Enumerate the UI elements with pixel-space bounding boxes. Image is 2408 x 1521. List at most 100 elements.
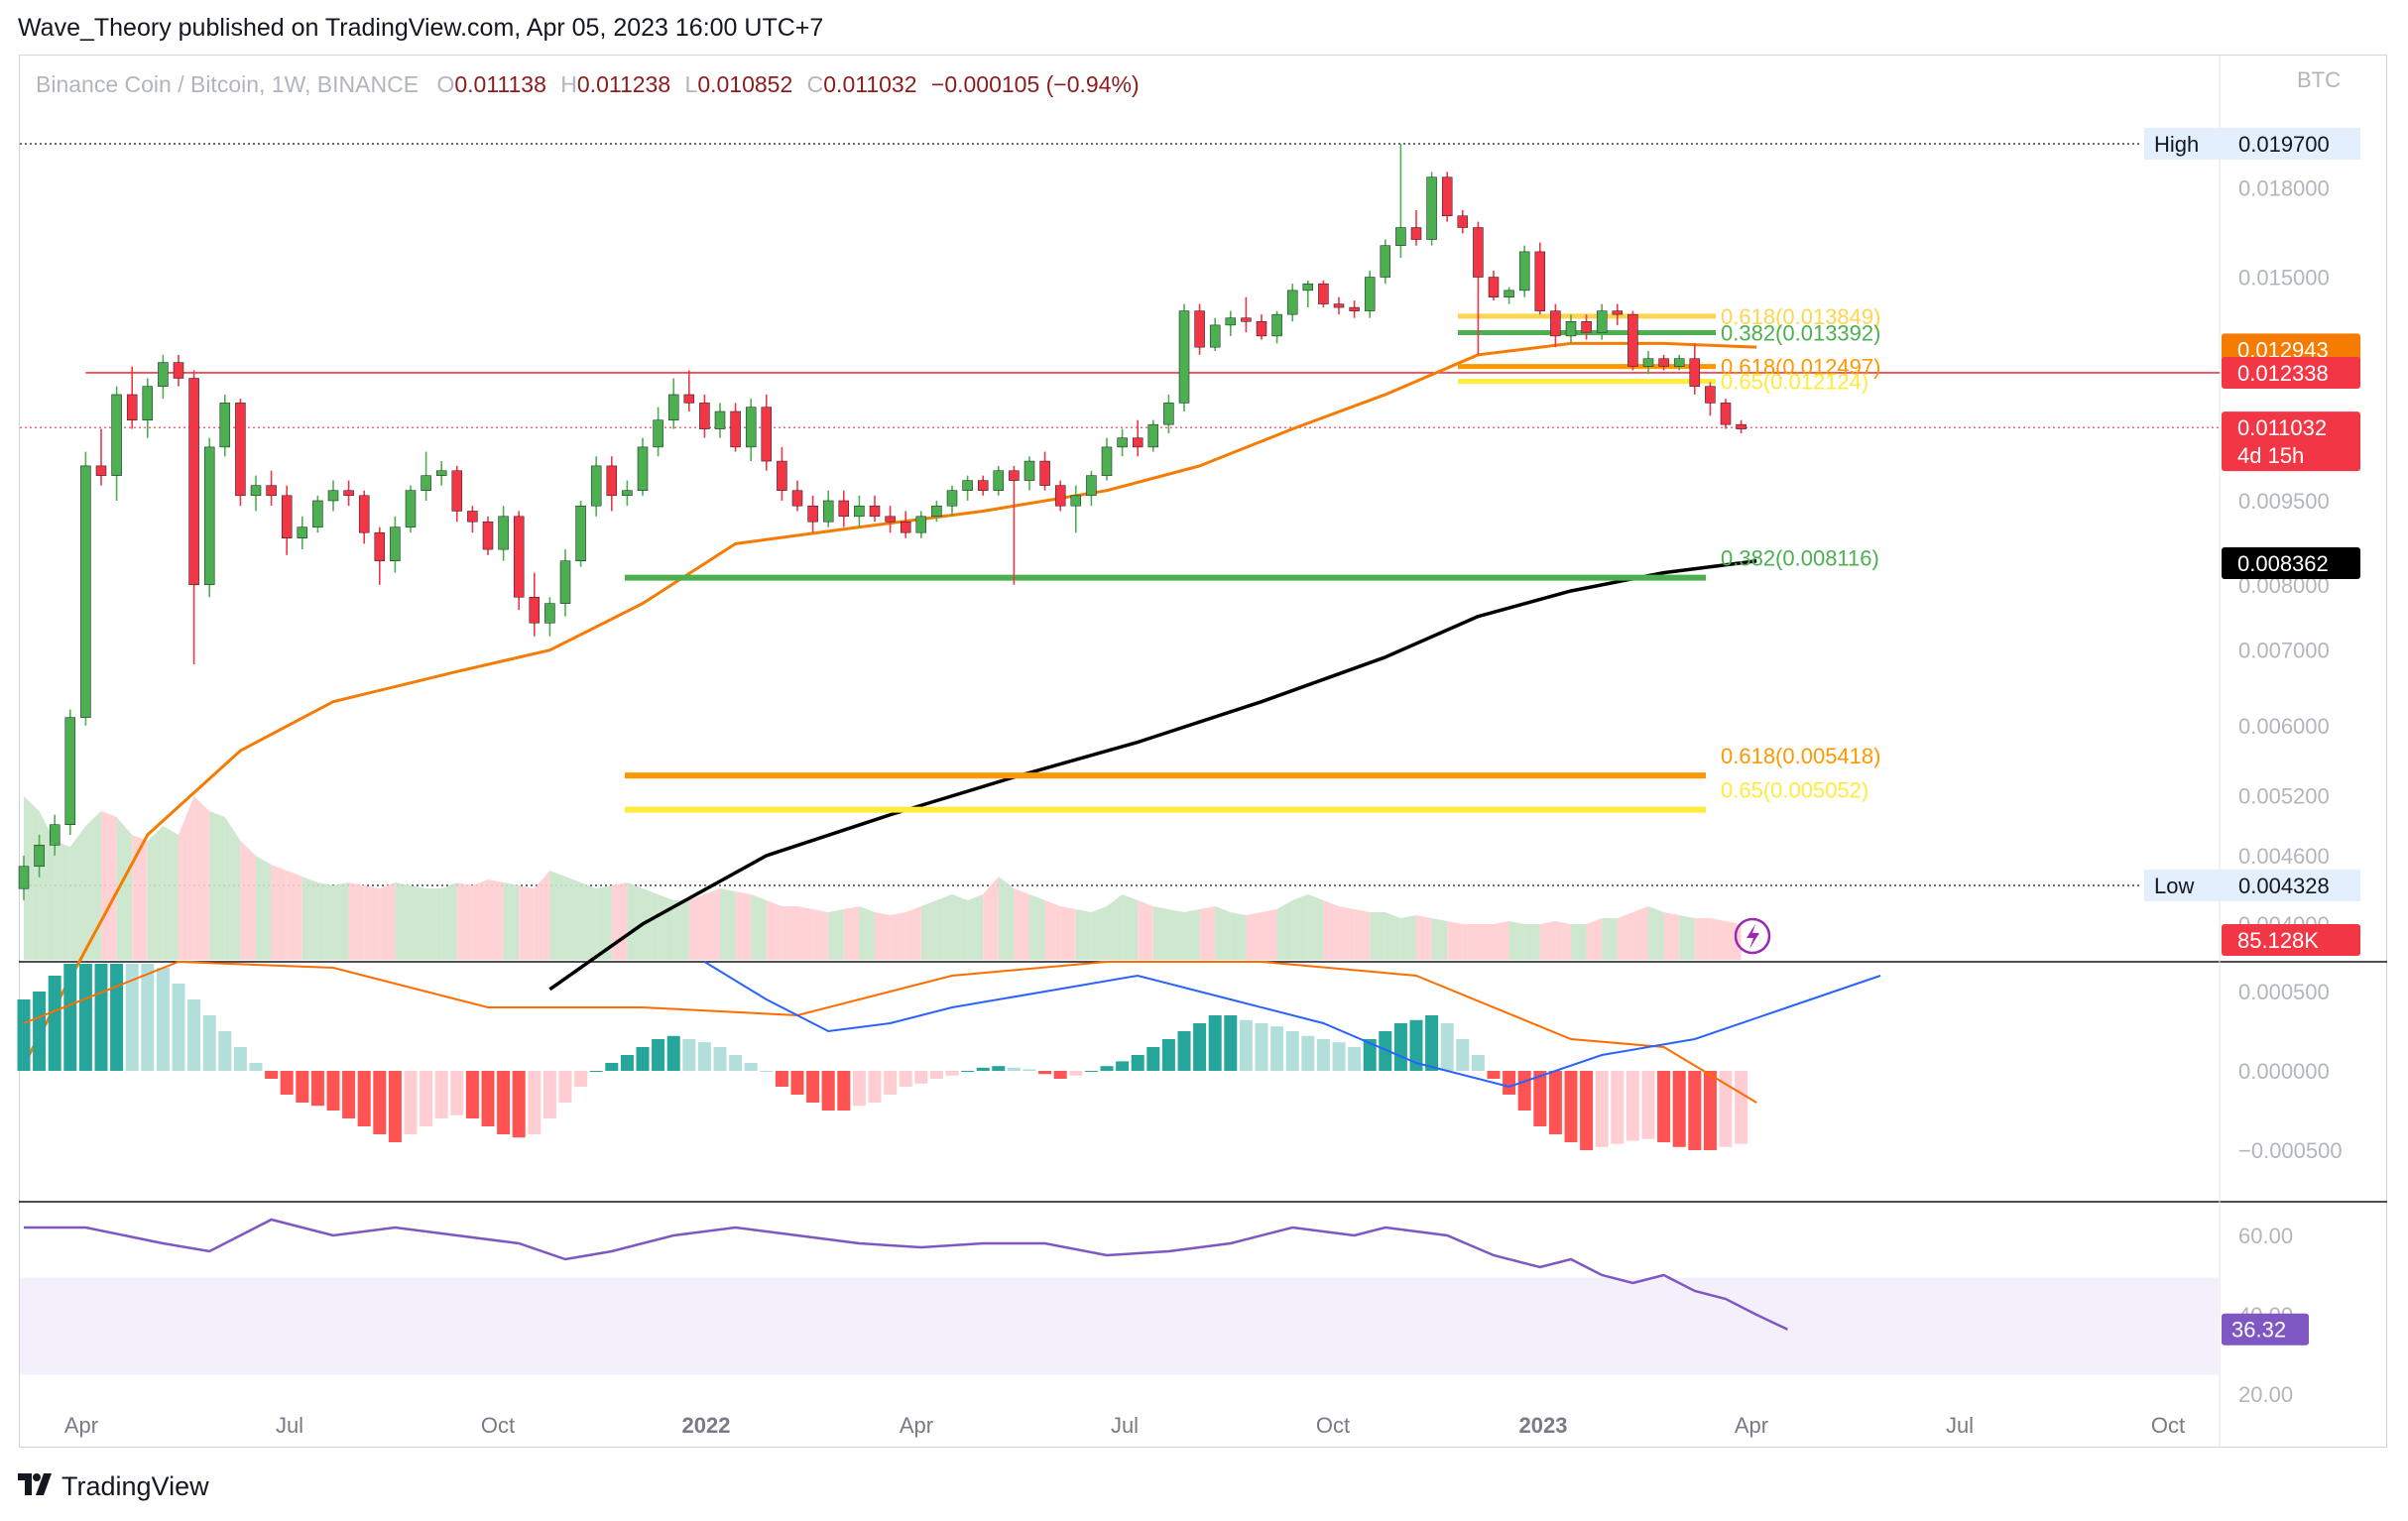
macd-histogram-bar <box>1393 1023 1407 1071</box>
macd-histogram-bar <box>265 1071 279 1079</box>
candle-body <box>1736 423 1746 429</box>
volume-area <box>1586 918 1603 960</box>
volume-area <box>1029 894 1045 960</box>
volume-area <box>1431 918 1448 960</box>
volume-area <box>1385 912 1401 960</box>
volume-area <box>488 879 504 960</box>
candle-body <box>1642 358 1654 367</box>
candle-body <box>653 419 663 448</box>
macd-histogram-bar <box>125 964 139 1071</box>
volume-area <box>240 841 256 960</box>
volume-area <box>519 885 535 960</box>
volume-area <box>1339 906 1355 960</box>
macd-histogram-bar <box>420 1071 433 1126</box>
candle-body <box>1658 358 1669 367</box>
low-marker-value: 0.004328 <box>2238 874 2330 898</box>
candle-body <box>714 410 726 429</box>
candle-body <box>807 505 818 523</box>
volume-area <box>1478 924 1494 960</box>
macd-histogram-bar <box>373 1071 387 1134</box>
candle-body <box>1473 227 1484 278</box>
volume-area <box>1307 894 1324 960</box>
volume-area <box>534 871 550 960</box>
volume-area <box>1663 912 1680 960</box>
macd-histogram-bar <box>357 1071 371 1126</box>
volume-area <box>101 811 117 960</box>
volume-area <box>1107 894 1123 960</box>
macd-tick-label: −0.000500 <box>2238 1138 2343 1163</box>
volume-area <box>55 841 70 960</box>
time-axis-label: Jul <box>1111 1413 1139 1438</box>
macd-histogram-bar <box>1595 1071 1609 1147</box>
fib-level-label: 0.65(0.005052) <box>1721 778 1868 803</box>
candle-body <box>946 490 958 507</box>
volume-area <box>1679 915 1695 960</box>
high-marker-label: High <box>2154 132 2199 157</box>
volume-area <box>1152 906 1169 960</box>
volume-area <box>456 882 473 960</box>
candle-body <box>575 505 586 561</box>
volume-area <box>1571 924 1587 960</box>
volume-area <box>1091 906 1107 960</box>
volume-area <box>735 891 752 960</box>
candle-body <box>80 465 91 718</box>
tradingview-footer[interactable]: TradingView <box>18 1471 209 1502</box>
price-badge <box>2222 924 2360 956</box>
volume-area <box>936 894 952 960</box>
candle-body <box>1163 403 1174 425</box>
candle-body <box>1070 495 1082 507</box>
candle-body <box>1241 317 1252 322</box>
macd-histogram-bar <box>1116 1061 1130 1071</box>
volume-area <box>1044 900 1061 960</box>
macd-histogram-bar <box>868 1071 882 1103</box>
macd-histogram-bar <box>852 1071 866 1107</box>
volume-area <box>1447 921 1463 960</box>
fib-level-label: 0.382(0.008116) <box>1721 546 1879 571</box>
macd-histogram-bar <box>233 1047 247 1071</box>
volume-area <box>1060 906 1076 960</box>
macd-histogram-bar <box>187 999 201 1071</box>
volume-area <box>364 885 380 960</box>
volume-area <box>1632 906 1648 960</box>
candle-body <box>1689 358 1701 387</box>
candle-body <box>498 516 509 550</box>
candle-body <box>869 505 881 518</box>
macd-histogram-bar <box>1239 1019 1253 1071</box>
volume-area <box>1694 918 1711 960</box>
macd-histogram-bar <box>713 1047 727 1071</box>
candle-body <box>1457 215 1469 228</box>
macd-histogram-bar <box>388 1071 402 1142</box>
price-badge <box>2222 411 2360 472</box>
macd-histogram-bar <box>558 1071 572 1103</box>
candle-body <box>1009 470 1020 481</box>
macd-histogram-bar <box>744 1063 758 1071</box>
volume-area <box>1323 900 1339 960</box>
candle-body <box>327 490 339 502</box>
candle-body <box>544 603 555 624</box>
volume-area <box>132 835 148 960</box>
candle-body <box>250 485 262 497</box>
volume-area <box>1122 894 1139 960</box>
candle-body <box>761 407 773 462</box>
volume-area <box>1400 915 1416 960</box>
volume-area <box>209 811 225 960</box>
macd-histogram-bar <box>884 1071 898 1095</box>
fib-level-label: 0.618(0.012497) <box>1721 355 1880 380</box>
volume-area <box>580 882 597 960</box>
candle-body <box>49 824 60 846</box>
volume-area <box>379 882 396 960</box>
tradingview-logo-icon <box>18 1471 52 1502</box>
volume-area <box>1617 912 1633 960</box>
time-axis-label: Oct <box>1316 1413 1350 1438</box>
low-marker-label: Low <box>2154 874 2194 898</box>
volume-area <box>720 888 736 960</box>
macd-histogram-bar <box>202 1015 216 1071</box>
macd-histogram-bar <box>497 1071 511 1134</box>
volume-area <box>611 882 628 960</box>
volume-area <box>920 900 937 960</box>
volume-area <box>1184 909 1200 960</box>
candle-body <box>777 460 787 491</box>
candle-body <box>900 521 911 533</box>
volume-area <box>983 877 999 960</box>
